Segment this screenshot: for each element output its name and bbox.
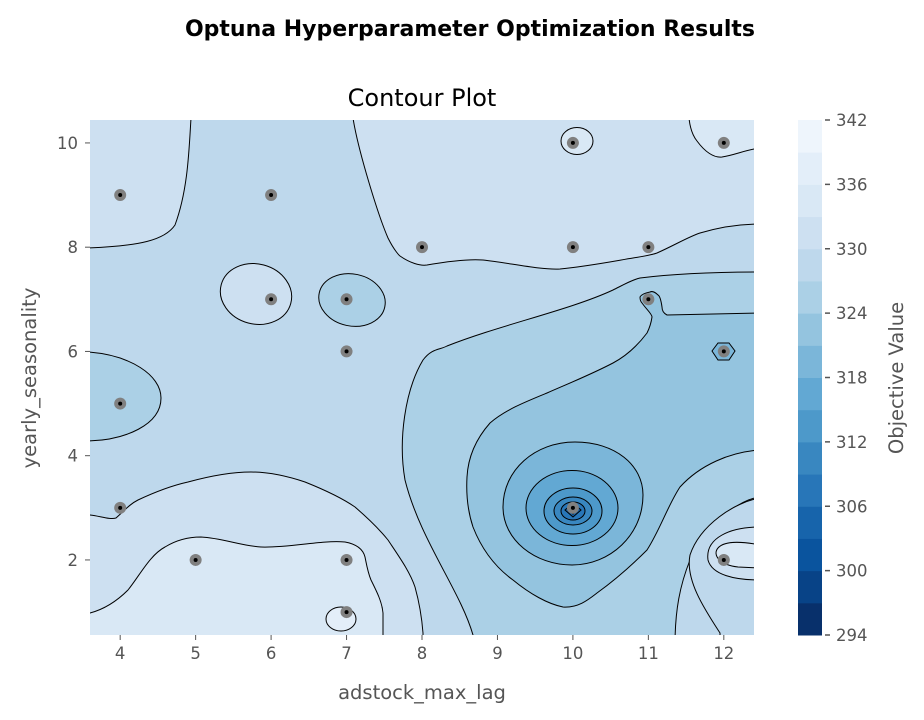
- contour-plot-area: [90, 120, 754, 635]
- x-tick-label: 9: [492, 644, 503, 663]
- trial-point-center: [570, 140, 575, 145]
- trial-point-center: [420, 245, 424, 250]
- y-tick-label: 8: [68, 238, 79, 257]
- y-tick-label: 4: [68, 447, 79, 466]
- trial-point-center: [344, 349, 349, 354]
- colorbar-tick-label: 330: [836, 240, 868, 259]
- colorbar-band: [798, 377, 822, 411]
- contour-region-324-327: [90, 351, 162, 442]
- trial-point-center: [269, 297, 274, 302]
- colorbar-tick-label: 318: [836, 369, 868, 388]
- contour-region-330-333: [219, 263, 293, 325]
- trial-point-center: [118, 505, 123, 510]
- colorbar-band: [798, 538, 822, 572]
- contour-region-330-333: [352, 120, 754, 270]
- colorbar-band: [798, 280, 822, 314]
- x-tick-label: 10: [562, 644, 583, 663]
- x-tick-label: 4: [115, 644, 126, 663]
- colorbar-tick-label: 294: [836, 626, 868, 645]
- y-tick-label: 10: [57, 134, 78, 153]
- colorbar-band: [798, 184, 822, 218]
- colorbar-band: [798, 570, 822, 604]
- colorbar-band: [798, 409, 822, 443]
- x-tick-label: 6: [266, 644, 277, 663]
- x-tick-label: 12: [713, 644, 734, 663]
- trial-point-center: [344, 557, 349, 562]
- colorbar-band: [798, 602, 822, 636]
- y-axis: 2 4 6 8 10: [57, 134, 90, 570]
- colorbar-band: [798, 152, 822, 185]
- contour-region-330-333: [90, 120, 192, 249]
- trial-point-center: [118, 401, 123, 406]
- colorbar-band: [798, 248, 822, 282]
- colorbar-tick-label: 306: [836, 497, 868, 516]
- trial-point-center: [570, 245, 575, 250]
- x-tick-label: 11: [638, 644, 659, 663]
- colorbar-tick-label: 336: [836, 175, 868, 194]
- contour-region-333-336: [90, 536, 384, 635]
- colorbar-tick-label: 300: [836, 562, 868, 581]
- trial-points: [114, 136, 730, 619]
- trial-point-center: [344, 610, 349, 615]
- chart-title: Contour Plot: [348, 84, 497, 112]
- trial-point-center: [721, 557, 726, 562]
- trial-point-center: [570, 505, 575, 510]
- colorbar: 294 300 306 312 318 324 330 336 342: [798, 111, 868, 645]
- trial-point-center: [269, 193, 274, 198]
- x-tick-label: 5: [190, 644, 201, 663]
- y-axis-label: yearly_seasonality: [18, 288, 41, 469]
- x-tick-label: 7: [341, 644, 352, 663]
- y-tick-label: 2: [68, 551, 79, 570]
- colorbar-band: [798, 441, 822, 475]
- colorbar-band: [798, 313, 822, 346]
- colorbar-band: [798, 345, 822, 378]
- colorbar-band: [798, 120, 822, 153]
- colorbar-label: Objective Value: [885, 302, 908, 454]
- colorbar-tick-label: 342: [836, 111, 868, 130]
- x-tick-label: 8: [417, 644, 428, 663]
- trial-point-center: [721, 349, 726, 354]
- x-axis: 4 5 6 7 8 9 10 11 12: [115, 635, 734, 663]
- y-tick-label: 6: [68, 342, 79, 361]
- trial-point-center: [193, 557, 198, 562]
- colorbar-band: [798, 474, 822, 507]
- colorbar-band: [798, 216, 822, 250]
- figure-suptitle: Optuna Hyperparameter Optimization Resul…: [185, 17, 755, 42]
- trial-point-center: [344, 297, 349, 302]
- colorbar-tick-label: 324: [836, 304, 868, 323]
- colorbar-band: [798, 506, 822, 539]
- trial-point-center: [646, 245, 651, 250]
- trial-point-center: [721, 140, 726, 145]
- x-axis-label: adstock_max_lag: [338, 681, 506, 704]
- colorbar-tick-label: 312: [836, 433, 868, 452]
- trial-point-center: [118, 193, 123, 198]
- trial-point-center: [646, 297, 651, 302]
